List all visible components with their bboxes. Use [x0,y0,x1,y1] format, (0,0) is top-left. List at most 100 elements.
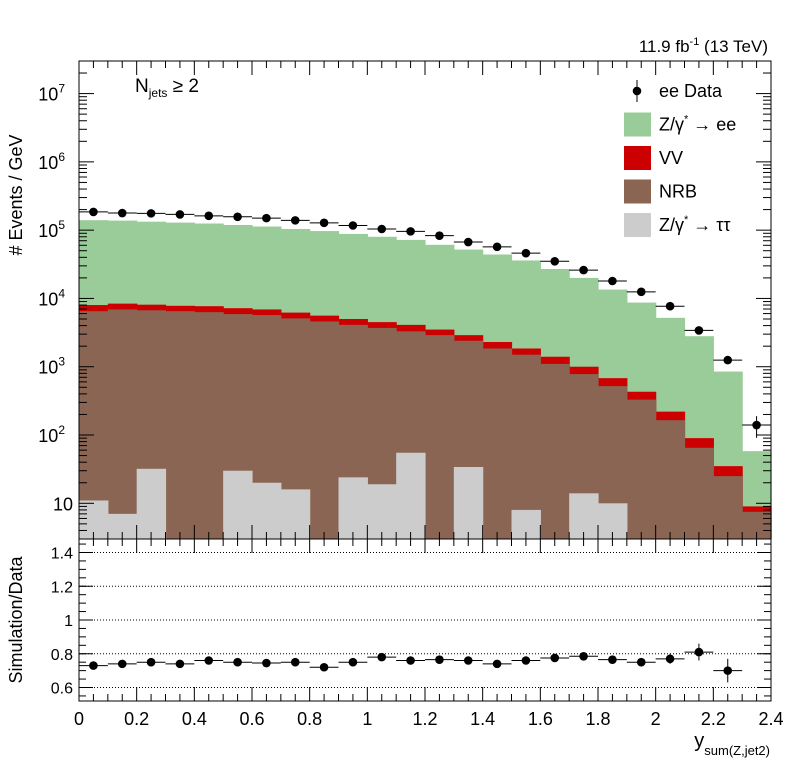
legend-entry-data: ee Data [632,80,723,102]
x-tick-label: 0.6 [239,709,264,729]
ztt-bar [136,468,167,539]
x-axis-label: ysum(Z,jet2) [694,730,770,758]
data-point [223,212,252,222]
data-marker [665,301,675,311]
ratio-marker [665,654,675,664]
data-point [79,207,108,217]
legend-label: NRB [659,182,697,202]
ratio-marker [204,656,214,665]
x-tick-label: 0 [74,709,84,729]
ratio-axes: 0.6 0.8 1 1.2 1.4 0 0.2 0.4 0.6 0.8 1 1.2 1.4 1.6 1.8 2… [51,539,784,729]
data-point [194,211,224,221]
legend: ee Data Z/γ* → ee VV NRB Z/γ* → ττ [624,80,736,237]
data-marker [146,209,156,218]
data-marker [463,237,473,247]
ztt-bar [453,467,484,539]
legend-label: ee Data [659,81,723,101]
data-point [107,208,137,218]
ratio-y-tick-label: 0.6 [51,681,73,698]
ztt-bar [252,482,282,539]
ratio-marker [319,662,329,672]
data-marker [608,276,617,286]
legend-marker [632,86,642,96]
ratio-point [338,657,368,667]
y-tick-label: 10 [53,494,73,514]
ratio-marker [146,657,156,667]
legend-entry-zee: Z/γ* → ee [624,112,736,137]
ratio-marker [521,656,531,665]
data-point [626,287,656,297]
data-point [540,256,570,266]
legend-swatch [624,179,651,204]
y-tick-label: 103 [38,355,65,378]
data-point [396,227,425,236]
ratio-points [79,643,743,683]
ratio-point [684,643,714,661]
ztt-bar [338,477,368,539]
data-marker [521,248,531,258]
ratio-marker [348,657,358,667]
ratio-point [655,653,685,664]
data-point [425,231,454,240]
data-point [136,209,166,218]
data-marker [319,218,329,228]
data-point [569,265,598,275]
nrb-bar [713,476,743,539]
data-marker [550,256,560,266]
data-marker [117,208,127,218]
ratio-point [598,655,627,664]
x-tick-label: 1.8 [585,709,610,729]
ratio-point [136,657,166,667]
nrb-bar [540,363,570,539]
data-point [165,210,195,219]
x-tick-label: 1.6 [528,709,553,729]
main-panel: 10 102 103 104 105 106 107 Njets ≥ 2 # Events … [6,60,772,540]
legend-label: Z/γ* → ττ [659,214,731,235]
legend-swatch [624,213,651,237]
ratio-marker [492,659,502,669]
x-tick-label: 0.8 [297,709,322,729]
data-marker [636,287,646,297]
ratio-ylabel: Simulation/Data [6,555,26,683]
ratio-marker [262,658,271,668]
data-points [79,207,771,438]
legend-entry-nrb: NRB [624,179,697,204]
x-tick-label: 0.4 [182,709,207,729]
nrb-bar [425,335,455,539]
ratio-point [425,655,454,664]
ratio-marker [233,657,242,667]
data-point [511,248,541,258]
ratio-point [280,657,310,667]
ztt-bar [367,484,397,539]
x-tick-label: 2.2 [701,709,726,729]
data-point [252,213,281,223]
ratio-point [223,657,252,667]
nrb-bar [309,321,340,539]
x-tick-label: 1 [362,709,372,729]
legend-label: Z/γ* → ee [659,114,736,135]
ratio-point [252,658,281,668]
ratio-point [453,656,483,665]
ratio-marker [89,661,98,670]
main-ylabel: # Events / GeV [6,134,26,255]
x-tick-label: 2 [651,709,661,729]
ztt-bar [396,452,426,539]
ratio-marker [117,659,127,669]
data-point [684,326,714,335]
nrb-bar [482,348,513,539]
data-point [655,301,685,311]
data-point [453,237,483,247]
ratio-point [194,656,224,665]
main-axes: 10 102 103 104 105 106 107 [38,60,772,540]
data-point [280,216,310,225]
legend-label: VV [659,148,683,168]
ratio-y-tick-label: 1.4 [51,546,73,563]
nrb-bar [511,354,541,539]
ratio-point [482,659,512,669]
njets-label: Njets ≥ 2 [135,76,199,100]
y-tick-label: 107 [38,82,65,105]
ratio-marker [377,652,387,662]
ratio-point [309,662,339,672]
data-marker [579,265,588,275]
